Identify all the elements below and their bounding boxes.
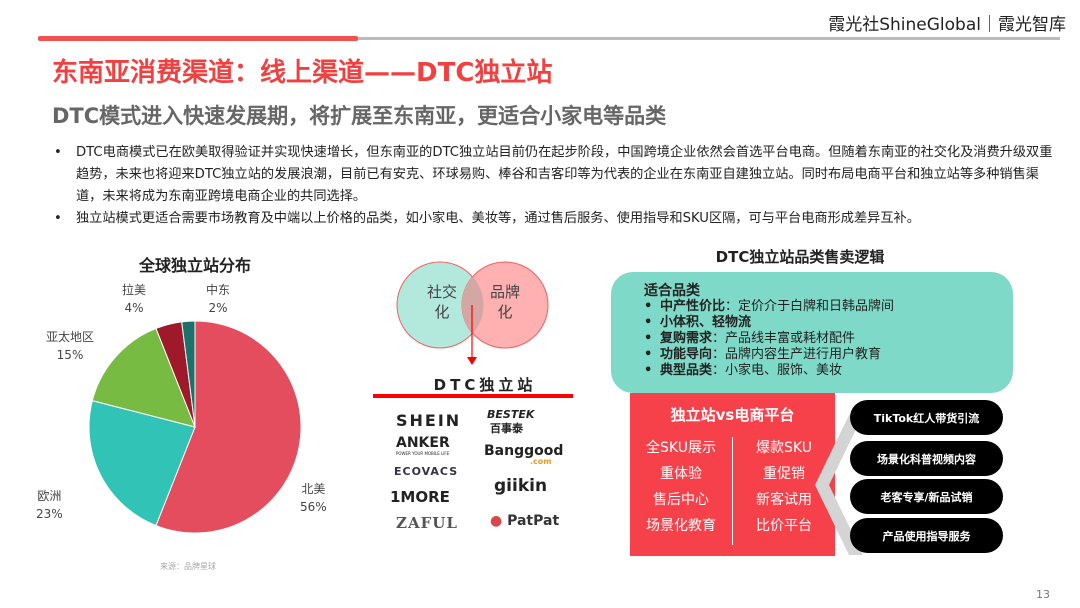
divider-accent	[38, 36, 358, 41]
logo-giikin: giikin	[494, 476, 548, 496]
list-item: 典型品类：小家电、服饰、美妆	[644, 363, 1013, 379]
chevron-left-icon	[815, 415, 863, 555]
pie-label-latam: 拉美 4%	[122, 283, 147, 315]
logo-bestek-cn: 百事泰	[490, 422, 523, 435]
logic-title: DTC独立站品类售卖逻辑	[715, 248, 885, 266]
pie-slice-1	[88, 400, 196, 527]
pill-video: 场景化科普视频内容	[850, 441, 1003, 476]
list-item: 中产性价比：定价介于白牌和日韩品牌间	[644, 299, 1013, 315]
logo-banggood: Banggood	[484, 443, 564, 459]
bullet-item: DTC电商模式已在欧美取得验证并实现快速增长，但东南亚的DTC独立站目前仍在起步…	[52, 142, 1062, 208]
pie-label-eu: 欧洲 23%	[36, 489, 63, 521]
source-note: 来源：品牌星球	[160, 562, 216, 571]
logo-patpat: ● PatPat	[490, 513, 560, 529]
logo-ecovacs: ECOVACS	[394, 465, 459, 478]
svg-text:社交: 社交	[427, 283, 457, 301]
pie-slice-4	[181, 320, 196, 428]
pie-label-me: 中东 2%	[206, 283, 231, 315]
logo-anker: ANKER	[396, 435, 450, 451]
patpat-heart-icon: ●	[490, 513, 503, 529]
list-item: 复购需求：产品线丰富或耗材配件	[644, 331, 1013, 347]
pill-guide: 产品使用指导服务	[850, 518, 1003, 553]
brand-logo: 霞光社ShineGlobal｜霞光智库	[828, 15, 1066, 35]
dtc-column: 全SKU展示 重体验 售后中心 场景化教育	[646, 440, 716, 534]
bullet-item: 独立站模式更适合需要市场教育及中端以上价格的品类，如小家电、美妆等，通过售后服务…	[52, 208, 1062, 230]
chart-title: 全球独立站分布	[138, 256, 251, 275]
page-subtitle: DTC模式进入快速发展期，将扩展至东南亚，更适合小家电等品类	[52, 104, 667, 128]
bullet-list: DTC电商模式已在欧美取得验证并实现快速增长，但东南亚的DTC独立站目前仍在起步…	[52, 142, 1062, 230]
arrow-down-icon	[467, 357, 477, 365]
divider	[38, 37, 1060, 40]
platform-column: 爆款SKU 重促销 新客试用 比价平台	[756, 440, 812, 534]
pill-tiktok: TikTok红人带货引流	[850, 400, 1003, 435]
logo-banggood-com: .com	[530, 457, 552, 466]
pie-chart	[88, 320, 302, 534]
pie-slice-2	[91, 327, 196, 428]
logo-shein: SHEIN	[396, 411, 462, 430]
pill-trial: 老客专享/新品试销	[850, 479, 1003, 514]
suitable-categories-box: 适合品类 中产性价比：定价介于白牌和日韩品牌间 小体积、轻物流 复购需求：产品线…	[611, 272, 1013, 393]
list-item: 功能导向：品牌内容生产进行用户教育	[644, 347, 1013, 363]
venn-diagram: 社交 化 品牌 化	[396, 261, 549, 365]
pie-slice-0	[155, 320, 302, 534]
svg-text:化: 化	[434, 303, 449, 321]
comparison-box: 独立站vs电商平台 全SKU展示 重体验 售后中心 场景化教育 爆款SKU 重促销 新客试…	[630, 393, 835, 556]
logo-zaful: ZAFUL	[396, 514, 458, 532]
divider	[732, 437, 733, 545]
dtc-title: DTC独立站	[433, 376, 537, 394]
page-title: 东南亚消费渠道：线上渠道——DTC独立站	[52, 58, 553, 88]
svg-text:化: 化	[497, 303, 512, 321]
svg-text:品牌: 品牌	[490, 283, 520, 301]
pie-label-apac: 亚太地区 15%	[46, 330, 95, 362]
list-item: 小体积、轻物流	[644, 315, 1013, 331]
logo-1more: 1MORE	[390, 488, 450, 506]
page-number: 13	[1036, 588, 1050, 601]
logo-bestek: BESTEK	[487, 408, 535, 421]
pie-label-na: 北美 56%	[300, 482, 327, 514]
divider	[373, 394, 573, 398]
logo-anker-tagline: POWER YOUR MOBILE LIFE	[396, 451, 450, 456]
